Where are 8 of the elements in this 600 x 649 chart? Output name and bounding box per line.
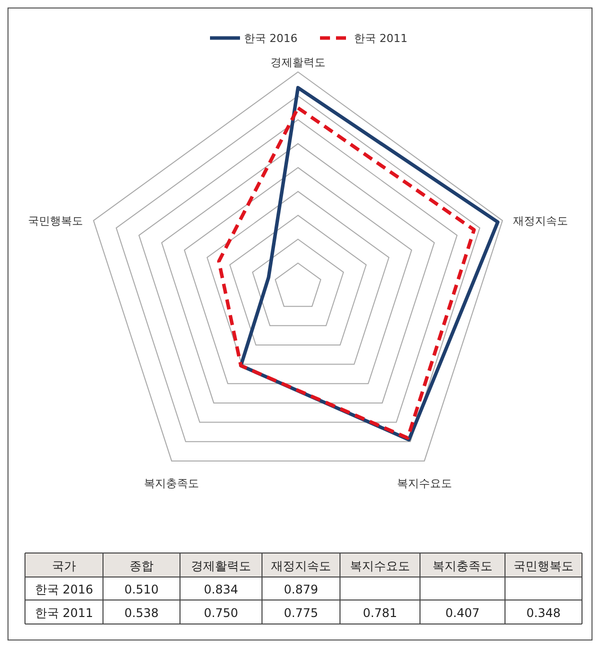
legend-label: 한국 2011 bbox=[354, 32, 408, 45]
spoke-label: 재정지속도 bbox=[512, 214, 568, 228]
table: 국가 종합 경제활력도 재정지속도 복지수요도 복지충족도 국민행복도 한국 2016 0.510 0.834 0.879 한국 2011 0.538 0.750 0.775 0.781 0.407 0.348 bbox=[24, 552, 582, 624]
spoke-label: 경제활력도 bbox=[270, 56, 326, 69]
spoke-label: 복지충족도 bbox=[144, 476, 200, 490]
legend-label: 한국 2016 bbox=[244, 32, 298, 45]
spoke-label: 국민행복도 bbox=[28, 214, 84, 228]
spoke-label: 복지수요도 bbox=[396, 476, 452, 490]
